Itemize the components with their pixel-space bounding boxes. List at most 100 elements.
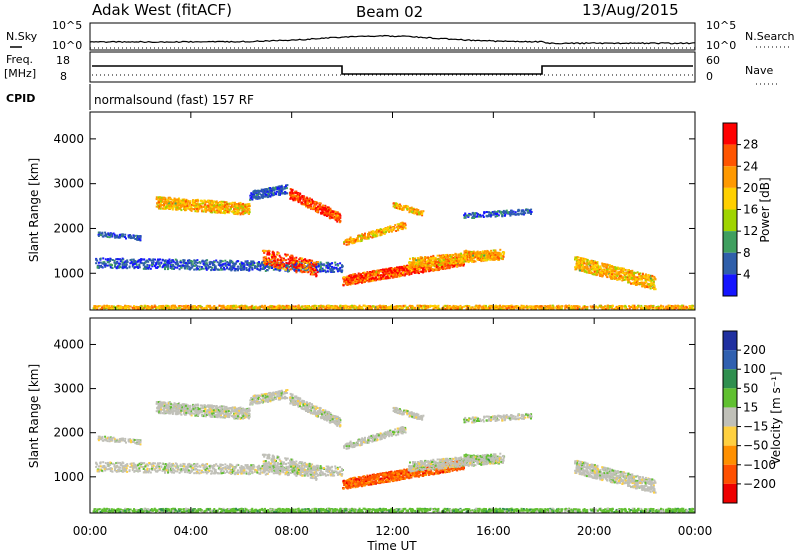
power-echo bbox=[446, 265, 449, 268]
power-echo bbox=[345, 278, 348, 281]
power-echo bbox=[115, 267, 118, 270]
power-echo bbox=[154, 258, 156, 261]
power-echo bbox=[318, 263, 321, 266]
power-echo bbox=[498, 258, 501, 261]
power-echo bbox=[478, 252, 481, 255]
power-echo bbox=[308, 197, 311, 200]
power-echo bbox=[130, 237, 133, 240]
power-echo bbox=[406, 266, 409, 269]
power-echo bbox=[404, 270, 407, 273]
power-echo bbox=[136, 237, 139, 239]
power-echo bbox=[415, 269, 418, 272]
power-echo bbox=[324, 271, 327, 274]
power-echo bbox=[419, 256, 422, 259]
power-echo bbox=[119, 258, 121, 261]
power-echo bbox=[258, 261, 260, 264]
power-echo bbox=[515, 213, 518, 216]
power-echo bbox=[313, 265, 316, 268]
power-echo bbox=[329, 268, 332, 271]
power-echo bbox=[488, 214, 491, 217]
power-echo bbox=[285, 267, 288, 270]
power-echo bbox=[217, 204, 220, 207]
power-echo bbox=[226, 209, 229, 212]
power-echo bbox=[492, 213, 495, 216]
power-echo bbox=[330, 213, 332, 216]
power-echo bbox=[169, 203, 172, 206]
power-echo bbox=[208, 204, 211, 207]
power-echo bbox=[240, 262, 243, 264]
power-echo bbox=[431, 269, 434, 272]
power-echo bbox=[315, 261, 318, 264]
power-echo bbox=[408, 269, 411, 272]
power-echo bbox=[124, 261, 126, 264]
power-echo bbox=[418, 259, 421, 262]
power-echo bbox=[159, 197, 162, 200]
power-echo bbox=[305, 262, 308, 264]
power-echo bbox=[350, 280, 353, 283]
power-echo bbox=[102, 257, 105, 260]
power-echo bbox=[288, 260, 291, 263]
freq-tick-top: 18 bbox=[56, 54, 70, 67]
power-echo bbox=[300, 260, 303, 263]
power-echo bbox=[314, 262, 317, 265]
power-echo bbox=[246, 204, 249, 207]
power-echo bbox=[271, 253, 274, 256]
nave-tick-bottom: 0 bbox=[706, 70, 713, 83]
power-echo bbox=[343, 280, 346, 283]
power-echo bbox=[266, 269, 268, 271]
power-echo bbox=[189, 208, 192, 211]
power-echo bbox=[109, 266, 112, 269]
power-echo bbox=[212, 268, 215, 271]
power-echo bbox=[368, 278, 371, 281]
power-echo bbox=[331, 269, 334, 271]
power-echo bbox=[121, 257, 124, 260]
power-echo bbox=[201, 200, 204, 203]
power-echo bbox=[147, 260, 150, 263]
power-echo bbox=[234, 210, 237, 213]
power-echo bbox=[213, 211, 216, 214]
power-echo bbox=[362, 276, 365, 279]
power-echo bbox=[320, 208, 323, 211]
power-echo bbox=[487, 250, 490, 253]
power-echo bbox=[269, 187, 272, 189]
power-echo bbox=[265, 193, 268, 196]
power-echo bbox=[373, 274, 376, 277]
power-echo bbox=[279, 256, 282, 259]
power-echo bbox=[442, 267, 445, 270]
power-echo bbox=[315, 263, 318, 266]
power-echo bbox=[297, 266, 300, 269]
power-echo bbox=[240, 269, 243, 271]
power-echo bbox=[422, 267, 425, 270]
power-echo bbox=[324, 211, 327, 214]
power-echo bbox=[356, 237, 359, 240]
power-echo bbox=[501, 258, 504, 261]
power-echo bbox=[335, 266, 338, 269]
power-echo bbox=[175, 261, 178, 264]
power-echo bbox=[260, 194, 263, 196]
power-echo bbox=[211, 263, 214, 266]
power-echo bbox=[444, 258, 447, 261]
power-echo bbox=[131, 236, 134, 239]
power-echo bbox=[228, 263, 231, 266]
power-echo bbox=[372, 271, 375, 274]
power-echo bbox=[293, 268, 296, 271]
power-echo bbox=[380, 231, 383, 234]
power-echo bbox=[238, 202, 241, 205]
power-echo bbox=[204, 210, 207, 213]
power-echo bbox=[291, 265, 293, 268]
power-echo bbox=[211, 208, 214, 210]
power-echo bbox=[395, 207, 398, 209]
power-echo bbox=[313, 270, 316, 273]
power-echo bbox=[326, 265, 329, 268]
power-echo bbox=[232, 266, 235, 269]
power-echo bbox=[332, 271, 335, 273]
power-echo bbox=[374, 230, 377, 233]
power-echo bbox=[396, 204, 399, 207]
power-echo bbox=[321, 211, 324, 214]
power-echo bbox=[357, 280, 360, 283]
power-echo bbox=[295, 270, 298, 272]
power-echo bbox=[190, 209, 193, 212]
power-echo bbox=[332, 267, 335, 270]
power-echo bbox=[244, 205, 247, 208]
